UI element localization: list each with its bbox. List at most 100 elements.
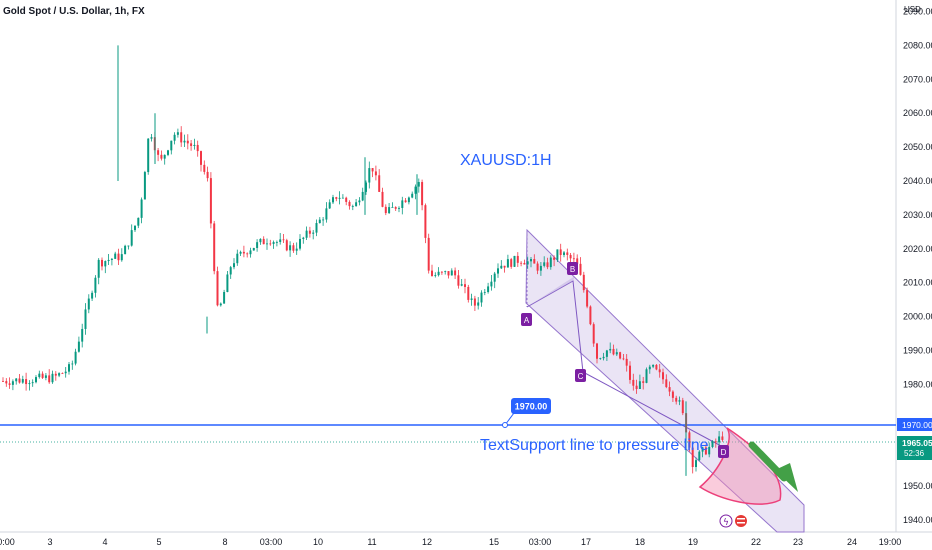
candle-body (602, 356, 605, 359)
candle-body (530, 259, 532, 262)
time-tick-label: 22 (751, 537, 761, 547)
candle-body (94, 277, 97, 293)
candle-body (658, 369, 661, 373)
candle-body (5, 381, 8, 384)
plot-area[interactable] (0, 0, 896, 532)
candle-body (114, 253, 117, 259)
candle-body (77, 341, 80, 352)
lightning-event-icon[interactable] (719, 514, 733, 528)
wave-point-c[interactable]: C (575, 369, 586, 382)
candle-body (388, 207, 391, 214)
candle-body (137, 217, 140, 226)
descending-channel[interactable] (525, 228, 805, 533)
wave-point-d[interactable]: D (718, 445, 729, 458)
candle-body (592, 324, 595, 344)
candle-body (15, 378, 18, 382)
candle-body (183, 140, 186, 143)
candle-body (256, 242, 259, 248)
currency-label: USD (904, 5, 921, 14)
candle-body (401, 200, 404, 208)
candle-body (163, 154, 166, 159)
candle-body (378, 175, 381, 192)
time-tick-label: 03:00 (260, 537, 283, 547)
price-axis-countdown: 52:36 (904, 449, 925, 458)
candle-body (335, 197, 338, 199)
candle-body (348, 201, 351, 207)
candle-body (44, 375, 47, 378)
time-tick-label: 18 (635, 537, 645, 547)
candle-body (701, 447, 704, 452)
candle-body (322, 219, 325, 221)
candle-body (457, 275, 460, 286)
candle-body (572, 258, 575, 260)
candle-body (104, 261, 107, 267)
candle-body (714, 441, 717, 443)
candle-body (497, 268, 499, 274)
candle-body (394, 207, 397, 209)
candle-body (332, 197, 334, 203)
candle-body (279, 239, 282, 243)
time-axis-panel[interactable] (0, 532, 932, 550)
candle-body (71, 363, 74, 365)
level-badge[interactable] (511, 398, 551, 414)
time-tick-label: 0:00 (0, 537, 15, 547)
candle-body (239, 251, 242, 254)
candle-body (473, 298, 476, 306)
price-tick-label: 2030.00 (903, 210, 932, 220)
candle-body (454, 270, 457, 276)
candle-body (206, 171, 209, 179)
candle-body (127, 245, 130, 247)
candle-body (652, 364, 655, 367)
wave-point-b-label: B (570, 265, 575, 274)
candle-body (226, 274, 229, 292)
candle-body (381, 191, 384, 207)
candle-body (216, 271, 219, 306)
symbol-annotation[interactable]: XAUUSD:1H (460, 152, 552, 169)
us-flag-event-icon[interactable] (735, 515, 747, 527)
price-axis-current-price: 1965.05 (902, 438, 932, 448)
price-tick-label: 2000.00 (903, 312, 932, 322)
candle-body (434, 275, 437, 276)
us-flag-stripe-icon (737, 522, 745, 524)
time-tick-label: 24 (847, 537, 857, 547)
candle-body (74, 351, 77, 364)
candle-body (292, 245, 295, 251)
candle-body (101, 259, 103, 267)
candle-body (721, 436, 724, 440)
candle-body (54, 373, 57, 376)
price-tick-label: 1980.00 (903, 379, 932, 389)
candle-body (81, 328, 84, 342)
time-tick-label: 17 (581, 537, 591, 547)
candle-body (411, 193, 414, 198)
wave-point-a-label: A (524, 316, 530, 325)
candle-body (460, 284, 463, 286)
candle-body (546, 262, 549, 268)
wave-point-a[interactable]: A (521, 313, 532, 326)
price-tick-label: 2010.00 (903, 278, 932, 288)
wave-point-d-label: D (721, 448, 727, 457)
candle-body (117, 253, 120, 261)
wave-point-b[interactable]: B (567, 262, 578, 275)
candle-body (625, 358, 628, 366)
candlestick-series[interactable] (2, 45, 724, 476)
candle-body (467, 286, 470, 300)
candle-body (275, 242, 278, 243)
candle-body (384, 206, 387, 214)
candle-body (374, 171, 377, 176)
candle-body (483, 292, 486, 293)
candle-body (549, 257, 552, 268)
candle-body (97, 259, 100, 278)
candle-body (632, 379, 635, 386)
price-axis-current-tag (897, 436, 932, 460)
candle-body (35, 377, 37, 383)
candle-body (695, 460, 697, 468)
candle-body (678, 400, 681, 402)
candle-body (605, 350, 608, 357)
candle-body (642, 381, 645, 383)
us-flag-icon (737, 518, 745, 520)
candle-body (510, 259, 513, 267)
support-annotation[interactable]: TextSupport line to pressure line (480, 437, 709, 454)
candle-body (170, 140, 173, 151)
lightning-icon: ϟ (723, 518, 729, 528)
